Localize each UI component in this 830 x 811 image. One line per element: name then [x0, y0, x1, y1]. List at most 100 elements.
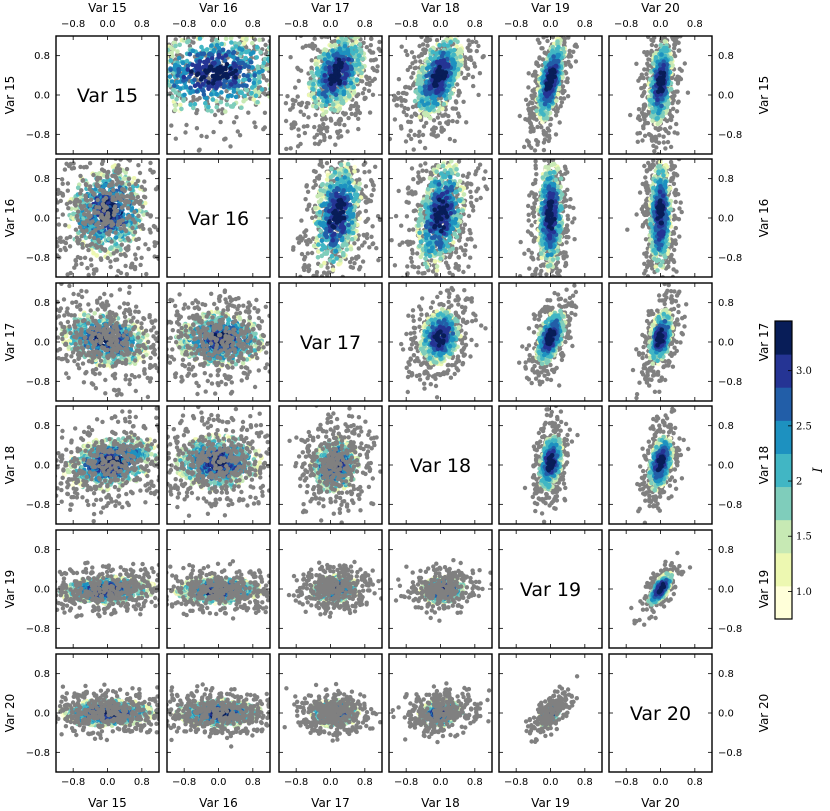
gray-point: [429, 36, 434, 38]
gray-point: [557, 120, 562, 125]
gray-point: [360, 91, 366, 96]
colored-point: [195, 71, 201, 76]
colored-point: [424, 79, 429, 85]
gray-point: [58, 69, 62, 73]
colored-point: [229, 93, 234, 99]
colored-point: [449, 57, 455, 62]
colored-point: [241, 41, 247, 46]
gray-point: [481, 54, 486, 59]
colored-point: [160, 57, 165, 62]
colored-point: [332, 42, 338, 48]
gray-point: [363, 13, 367, 17]
gray-point: [285, 123, 289, 127]
colored-point: [452, 37, 458, 43]
gray-point: [468, 0, 472, 4]
colored-point: [452, 72, 457, 77]
point-cloud: [58, 15, 304, 153]
colored-point: [228, 36, 234, 41]
gray-point: [197, 95, 202, 101]
colored-point: [261, 60, 267, 66]
colored-point: [237, 41, 242, 46]
panel-r0-c1: [58, 15, 304, 155]
gray-point: [150, 27, 154, 31]
gray-point: [273, 41, 277, 45]
gray-point: [645, 120, 651, 126]
colored-point: [180, 60, 186, 66]
gray-point: [675, 79, 681, 85]
gray-point: [661, 140, 666, 145]
gray-point: [199, 133, 204, 139]
gray-point: [261, 25, 265, 29]
gray-point: [560, 84, 566, 89]
gray-point: [406, 133, 411, 138]
colored-point: [228, 71, 234, 77]
gray-point: [456, 111, 461, 116]
colored-point: [555, 91, 561, 97]
colored-point: [316, 92, 322, 97]
gray-point: [305, 123, 310, 129]
colored-point: [176, 69, 182, 75]
gray-point: [280, 41, 284, 45]
gray-point: [526, 71, 531, 76]
gray-point: [304, 104, 309, 110]
gray-point: [542, 132, 547, 137]
colored-point: [176, 55, 182, 61]
gray-point: [676, 40, 681, 45]
gray-point: [107, 75, 111, 79]
gray-point: [460, 21, 464, 25]
gray-point: [372, 67, 377, 73]
colored-point: [161, 91, 166, 96]
gray-point: [641, 75, 646, 81]
gray-point: [674, 121, 679, 127]
colored-point: [195, 52, 200, 58]
colored-point: [109, 245, 114, 250]
gray-point: [284, 146, 289, 152]
colored-point: [351, 90, 357, 95]
gray-point: [567, 52, 572, 57]
gray-point: [163, 15, 167, 19]
gray-point: [143, 57, 147, 61]
colored-point: [354, 77, 360, 82]
colored-point: [237, 65, 243, 70]
colored-point: [161, 57, 166, 62]
colored-point: [330, 84, 336, 90]
colored-point: [660, 114, 666, 119]
colored-point: [240, 47, 245, 52]
colored-point: [192, 77, 197, 83]
colored-point: [342, 43, 348, 49]
colored-point: [209, 43, 214, 48]
gray-point: [665, 139, 671, 145]
colored-point: [142, 200, 148, 206]
gray-point: [662, 36, 667, 41]
colored-point: [437, 68, 442, 73]
gray-point: [194, 126, 200, 131]
colored-point: [441, 42, 447, 48]
gray-point: [140, 97, 144, 101]
gray-point: [431, 125, 437, 130]
gray-point: [641, 85, 646, 90]
gray-point: [675, 36, 680, 39]
colored-point: [422, 84, 428, 89]
gray-point: [173, 37, 178, 42]
gray-point: [637, 117, 643, 123]
colored-point: [359, 64, 365, 70]
gray-point: [470, 39, 475, 44]
gray-point: [546, 133, 552, 138]
gray-point: [375, 64, 380, 69]
gray-point: [464, 120, 469, 125]
colored-point: [323, 78, 328, 84]
gray-point: [300, 49, 304, 53]
gray-point: [272, 35, 276, 39]
gray-point: [562, 31, 566, 35]
colored-point: [188, 85, 193, 91]
gray-point: [298, 115, 302, 119]
gray-point: [291, 102, 296, 107]
panel-r0-c3: [388, 0, 493, 155]
colored-point: [149, 68, 154, 73]
gray-point: [134, 44, 138, 48]
colored-point: [202, 59, 207, 65]
gray-point: [532, 87, 537, 92]
gray-point: [444, 120, 449, 125]
gray-point: [461, 99, 466, 105]
colored-point: [91, 250, 96, 256]
